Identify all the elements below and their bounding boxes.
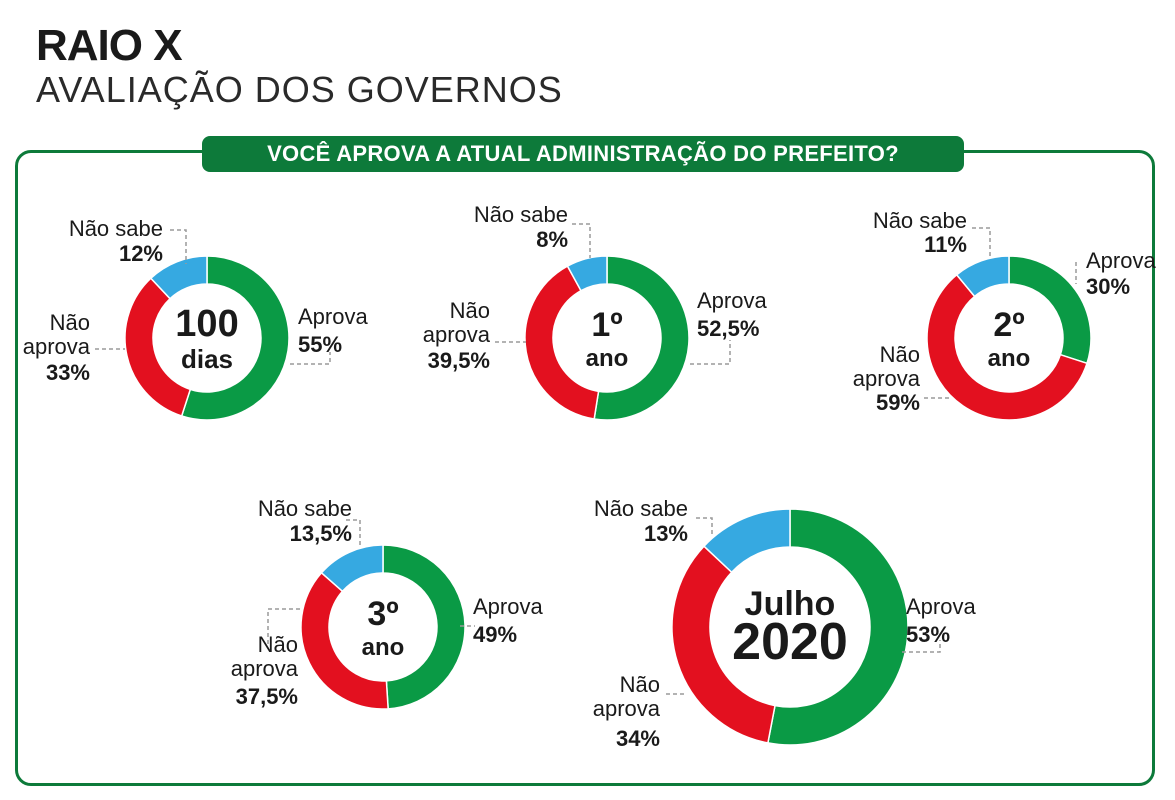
slice-name-label: Aprova [906, 594, 976, 619]
slice-name-label: Não sabe [873, 208, 967, 233]
leader-line-nao-sabe [572, 223, 591, 258]
slice-value-label: 13% [644, 521, 688, 546]
slice-nao-aprova [524, 265, 600, 420]
slice-value-label: 11% [924, 232, 967, 257]
center-label-line-1: 2º [993, 306, 1024, 344]
slice-value-label: 49% [473, 622, 517, 647]
center-label-line-2: ano [988, 345, 1031, 372]
slice-name-label: Não sabe [69, 216, 163, 241]
center-label-line-1: 1º [591, 306, 622, 344]
center-label-line-2: ano [362, 634, 405, 661]
slice-nao-sabe [955, 255, 1010, 298]
slice-nao-sabe [566, 255, 608, 292]
page-subtitle: AVALIAÇÃO DOS GOVERNOS [36, 69, 563, 110]
slice-name-label: Não [880, 342, 920, 367]
slice-name-label: Aprova [473, 594, 543, 619]
slice-name-label: Aprova [1086, 248, 1156, 273]
slice-value-label: 12% [119, 241, 163, 266]
slice-nao-aprova [300, 571, 389, 710]
slice-name-label: aprova [593, 696, 661, 721]
leader-line-nao-sabe [972, 227, 991, 258]
slice-value-label: 34% [616, 726, 660, 751]
slice-nao-aprova [671, 545, 776, 744]
slice-value-label: 30% [1086, 274, 1130, 299]
slice-name-label: aprova [231, 656, 299, 681]
leader-line-nao-sabe [170, 229, 187, 264]
slice-value-label: 53% [906, 622, 950, 647]
slice-name-label: aprova [23, 334, 91, 359]
leader-line-nao-sabe [696, 517, 713, 536]
slice-nao-sabe [702, 508, 791, 574]
slice-value-label: 37,5% [236, 684, 298, 709]
slice-name-label: Não sabe [258, 496, 352, 521]
slice-name-label: aprova [423, 322, 491, 347]
slice-name-label: Não [450, 298, 490, 323]
slice-name-label: Aprova [298, 304, 368, 329]
slice-value-label: 13,5% [290, 521, 352, 546]
leader-line-nao-aprova [267, 608, 303, 644]
slice-aprova [767, 508, 909, 746]
slice-value-label: 55% [298, 332, 342, 357]
leader-line-aprova [690, 340, 731, 365]
slice-name-label: Não sabe [594, 496, 688, 521]
question-banner: VOCÊ APROVA A ATUAL ADMINISTRAÇÃO DO PRE… [202, 136, 964, 172]
slice-name-label: aprova [853, 366, 921, 391]
slice-name-label: Não [620, 672, 660, 697]
slice-name-label: Não [50, 310, 90, 335]
center-label-line-2: ano [586, 345, 629, 372]
slice-nao-aprova [926, 273, 1088, 421]
slice-name-label: Não sabe [474, 202, 568, 227]
center-label-line-2: 2020 [732, 613, 848, 671]
center-label-line-1: Julho [745, 585, 836, 623]
slice-aprova [593, 255, 690, 421]
slice-aprova [382, 544, 466, 710]
slice-name-label: Não [258, 632, 298, 657]
leader-line-nao-sabe [346, 519, 361, 548]
slice-value-label: 8% [536, 227, 568, 252]
slice-aprova [180, 255, 290, 421]
slice-name-label: Aprova [697, 288, 767, 313]
slice-value-label: 39,5% [428, 348, 490, 373]
slice-nao-sabe [320, 544, 384, 593]
slice-value-label: 59% [876, 390, 920, 415]
leader-line-aprova [902, 640, 941, 653]
center-label-line-1: 100 [175, 303, 238, 345]
page-title: RAIO X [36, 21, 183, 70]
slice-nao-sabe [149, 255, 208, 300]
center-label-line-2: dias [181, 344, 233, 374]
slice-value-label: 52,5% [697, 316, 759, 341]
center-label-line-1: 3º [367, 595, 398, 633]
slice-value-label: 33% [46, 360, 90, 385]
